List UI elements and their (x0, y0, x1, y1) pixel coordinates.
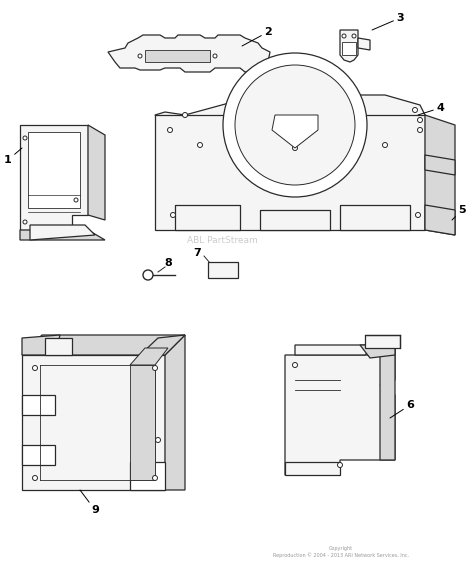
Text: 7: 7 (193, 248, 201, 258)
Polygon shape (340, 30, 358, 62)
Circle shape (143, 270, 153, 280)
Text: Copyright
Reproduction © 2004 - 2013 ARI Network Services, Inc.: Copyright Reproduction © 2004 - 2013 ARI… (273, 546, 409, 558)
Polygon shape (130, 462, 165, 490)
Text: ABL PartStream: ABL PartStream (187, 236, 258, 245)
Circle shape (416, 212, 420, 217)
Circle shape (418, 118, 422, 122)
Polygon shape (22, 355, 165, 490)
Polygon shape (88, 125, 105, 220)
Polygon shape (425, 115, 455, 235)
Polygon shape (365, 335, 400, 348)
Circle shape (412, 108, 418, 113)
Polygon shape (260, 210, 330, 230)
Circle shape (23, 136, 27, 140)
Polygon shape (340, 205, 410, 230)
Circle shape (198, 143, 202, 148)
Polygon shape (20, 230, 105, 240)
Circle shape (337, 462, 343, 468)
Polygon shape (342, 42, 356, 55)
Polygon shape (20, 125, 88, 230)
Polygon shape (360, 345, 395, 358)
Circle shape (33, 475, 37, 481)
Polygon shape (145, 50, 210, 62)
Circle shape (153, 366, 157, 371)
Polygon shape (140, 335, 185, 355)
Text: 2: 2 (242, 27, 272, 46)
Polygon shape (30, 225, 95, 240)
Text: 8: 8 (164, 258, 172, 268)
Polygon shape (108, 35, 270, 72)
Circle shape (167, 127, 173, 132)
Polygon shape (22, 395, 55, 415)
Circle shape (138, 54, 142, 58)
Polygon shape (28, 132, 80, 208)
Text: 6: 6 (390, 400, 414, 418)
Polygon shape (22, 335, 185, 355)
Polygon shape (155, 95, 425, 148)
Circle shape (33, 366, 37, 371)
Polygon shape (165, 335, 185, 490)
Polygon shape (285, 462, 340, 475)
Text: 9: 9 (80, 490, 99, 515)
Circle shape (292, 145, 298, 151)
Circle shape (213, 54, 217, 58)
Circle shape (153, 475, 157, 481)
Text: 4: 4 (418, 103, 444, 115)
Circle shape (182, 113, 188, 118)
Circle shape (155, 438, 161, 443)
Circle shape (383, 143, 388, 148)
Polygon shape (358, 38, 370, 50)
Polygon shape (22, 445, 55, 465)
Circle shape (235, 65, 355, 185)
Polygon shape (155, 115, 425, 230)
Circle shape (292, 362, 298, 367)
Circle shape (171, 212, 175, 217)
Circle shape (352, 34, 356, 38)
Polygon shape (272, 115, 318, 148)
Circle shape (418, 127, 422, 132)
Polygon shape (425, 205, 455, 235)
Polygon shape (295, 345, 375, 355)
Polygon shape (380, 345, 395, 460)
Polygon shape (425, 155, 455, 175)
Circle shape (23, 220, 27, 224)
Polygon shape (22, 335, 60, 355)
Polygon shape (130, 365, 155, 480)
Circle shape (342, 34, 346, 38)
Polygon shape (285, 345, 395, 475)
Polygon shape (130, 348, 168, 365)
Polygon shape (45, 338, 72, 355)
Text: 1: 1 (4, 148, 22, 165)
Polygon shape (175, 205, 240, 230)
Text: 5: 5 (452, 205, 466, 220)
Circle shape (223, 53, 367, 197)
Text: 3: 3 (372, 13, 404, 30)
Polygon shape (208, 262, 238, 278)
Circle shape (74, 198, 78, 202)
